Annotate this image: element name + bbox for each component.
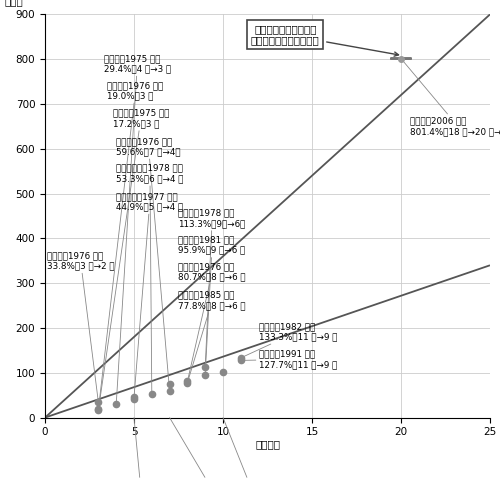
Text: 香春町、1985 年、
77.8%、8 年→6 年: 香春町、1985 年、 77.8%、8 年→6 年 bbox=[178, 290, 246, 383]
Text: 下松市、1976 年、
75.8%、7 年→6 年: 下松市、1976 年、 75.8%、7 年→6 年 bbox=[170, 418, 246, 480]
Text: 行橋市、1976 年、
19.0%、3 年: 行橋市、1976 年、 19.0%、3 年 bbox=[98, 81, 164, 409]
Text: 他の財政再建団体とは
次元の異なる規模の赤字: 他の財政再建団体とは 次元の異なる規模の赤字 bbox=[251, 24, 398, 56]
Text: 小田町、1978 年、
113.3%、9年→6年: 小田町、1978 年、 113.3%、9年→6年 bbox=[178, 208, 246, 367]
Text: 広川町、1979 年、
100.7%、10 年: 広川町、1979 年、 100.7%、10 年 bbox=[223, 418, 281, 480]
Text: 屡川町、1976 年、
80.7%、8 年→6 年: 屡川町、1976 年、 80.7%、8 年→6 年 bbox=[178, 262, 246, 382]
Text: 赤池町、1991 年、
127.7%、11 年→9 年: 赤池町、1991 年、 127.7%、11 年→9 年 bbox=[241, 349, 337, 369]
Y-axis label: （％）: （％） bbox=[4, 0, 23, 6]
Text: 金田町、1981 年、
95.9%、9 年→6 年: 金田町、1981 年、 95.9%、9 年→6 年 bbox=[178, 235, 246, 374]
Text: 豊前市、1975 年、
29.4%、4 年→3 年: 豊前市、1975 年、 29.4%、4 年→3 年 bbox=[104, 54, 171, 405]
Text: 米沢市、1976 年、
59.6%、7 年→4年: 米沢市、1976 年、 59.6%、7 年→4年 bbox=[116, 137, 181, 391]
Text: 方城町、1982 年、
133.3%、11 年→9 年: 方城町、1982 年、 133.3%、11 年→9 年 bbox=[241, 322, 337, 358]
X-axis label: （年数）: （年数） bbox=[255, 439, 280, 449]
Text: 紀伊長島町、1978 年、
53.3%、6 年→4 年: 紀伊長島町、1978 年、 53.3%、6 年→4 年 bbox=[116, 164, 184, 394]
Text: 夕張市、2006 年、
801.4%、18 年→20 年→?: 夕張市、2006 年、 801.4%、18 年→20 年→? bbox=[401, 59, 500, 136]
Text: 高野口町、1977 年、
44.9%、5 年→4 年: 高野口町、1977 年、 44.9%、5 年→4 年 bbox=[116, 192, 184, 397]
Text: 中条町、1976 年、
33.8%、3 年→2 年: 中条町、1976 年、 33.8%、3 年→2 年 bbox=[47, 251, 114, 402]
Text: 上野市、1977 年、
41.8%、5 年: 上野市、1977 年、 41.8%、5 年 bbox=[112, 418, 169, 480]
Text: 竹田市、1975 年、
17.2%、3 年: 竹田市、1975 年、 17.2%、3 年 bbox=[98, 108, 169, 410]
